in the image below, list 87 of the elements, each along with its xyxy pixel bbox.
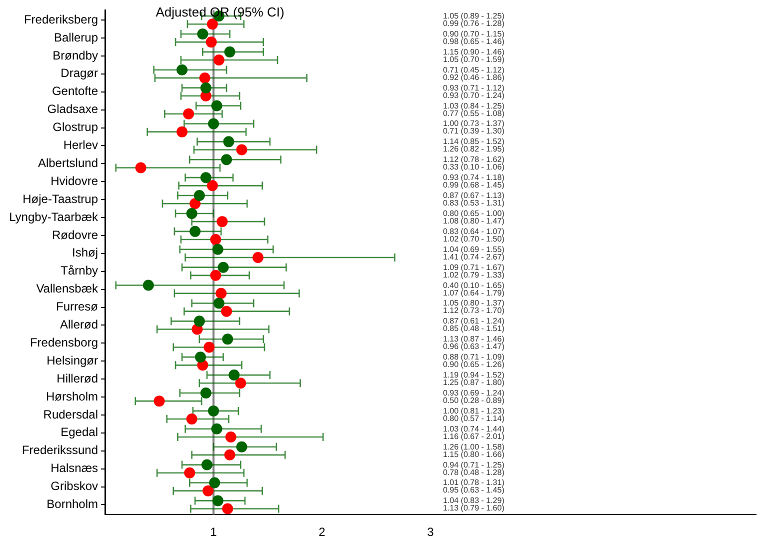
y-tick-label: Furresø (56, 300, 99, 314)
annotation: 1.14 (0.85 - 1.52) (443, 137, 505, 146)
annotation: 0.99 (0.76 - 1.28) (443, 19, 505, 28)
annotation: 0.96 (0.63 - 1.47) (443, 342, 505, 352)
annotation: 0.93 (0.71 - 1.12) (443, 83, 505, 92)
annotation: 0.93 (0.74 - 1.18) (443, 173, 505, 182)
y-tick-label: Høje-Taastrup (22, 192, 98, 206)
annotation: 1.25 (0.87 - 1.80) (443, 378, 505, 388)
y-tick-label: Hørsholm (46, 389, 98, 404)
annotation: 1.03 (0.84 - 1.25) (443, 101, 505, 110)
y-tick-label: Bornholm (46, 497, 98, 512)
y-tick-label: Glostrup (52, 120, 98, 134)
y-tick-label: Hillerød (56, 371, 98, 386)
y-tick-label: Gentofte (52, 84, 98, 98)
y-tick-label: Egedal (60, 425, 98, 440)
annotation: 0.80 (0.57 - 1.14) (443, 414, 505, 423)
annotation: 0.50 (0.28 - 0.89) (443, 396, 505, 405)
annotation: 0.77 (0.55 - 1.08) (443, 108, 505, 118)
annotation: 0.78 (0.48 - 1.28) (443, 468, 505, 477)
annotation: 1.41 (0.74 - 2.67) (443, 252, 505, 262)
y-tick-label: Hvidovre (50, 174, 98, 188)
annotation: 0.40 (0.10 - 1.65) (443, 280, 505, 290)
y-tick-label: Ballerup (54, 30, 98, 44)
annotation: 1.02 (0.79 - 1.33) (443, 270, 505, 280)
annotation: 1.16 (0.67 - 2.01) (443, 432, 505, 441)
annotation: 1.08 (0.80 - 1.47) (443, 216, 505, 226)
annotation: 1.05 (0.89 - 1.25) (443, 12, 505, 21)
annotation: 1.00 (0.73 - 1.37) (443, 119, 505, 128)
annotation: 1.15 (0.80 - 1.66) (443, 450, 505, 459)
annotation: 1.13 (0.79 - 1.60) (443, 504, 505, 513)
x-tick-label: 1 (210, 525, 218, 540)
annotation: 0.87 (0.67 - 1.13) (443, 191, 505, 200)
y-tick-label: Rødovre (52, 228, 98, 242)
annotation: 1.00 (0.81 - 1.23) (443, 406, 505, 416)
annotation: 1.04 (0.69 - 1.55) (443, 244, 505, 254)
annotation: 1.01 (0.78 - 1.31) (443, 478, 505, 488)
annotation: 0.92 (0.46 - 1.86) (443, 72, 505, 82)
annotation: 1.05 (0.80 - 1.37) (443, 298, 505, 308)
y-tick-label: Rudersdal (43, 407, 98, 422)
y-tick-label: Herlev (63, 138, 98, 152)
annotation: 1.12 (0.73 - 1.70) (443, 306, 505, 316)
y-tick-label: Helsingør (46, 353, 98, 368)
y-tick-label: Frederikssund (22, 443, 98, 458)
annotation: 0.93 (0.69 - 1.24) (443, 388, 505, 398)
annotation: 0.83 (0.53 - 1.31) (443, 198, 505, 208)
annotation: 1.26 (0.82 - 1.95) (443, 144, 505, 154)
y-tick-label: Gladsaxe (47, 102, 98, 116)
annotation: 1.26 (1.00 - 1.58) (443, 442, 505, 452)
y-tick-label: Tårnby (60, 264, 98, 278)
annotation: 0.88 (0.71 - 1.09) (443, 352, 505, 362)
y-tick-label: Albertslund (38, 156, 98, 170)
annotation: 0.83 (0.64 - 1.07) (443, 226, 505, 236)
annotation: 1.04 (0.83 - 1.29) (443, 496, 505, 506)
annotation: 0.95 (0.63 - 1.45) (443, 486, 505, 495)
annotation: 0.98 (0.65 - 1.46) (443, 36, 505, 46)
y-tick-label: Fredensborg (30, 335, 98, 350)
y-tick-label: Frederiksberg (24, 12, 98, 26)
annotation: 0.99 (0.68 - 1.45) (443, 180, 505, 190)
annotation: 1.09 (0.71 - 1.67) (443, 262, 505, 272)
x-tick-label: 3 (427, 525, 434, 540)
annotation: 1.15 (0.90 - 1.46) (443, 47, 505, 56)
y-tick-label: Lyngby-Taarbæk (9, 210, 99, 224)
annotation: 0.71 (0.39 - 1.30) (443, 126, 505, 136)
annotation: 1.03 (0.74 - 1.44) (443, 424, 505, 434)
annotation: 0.94 (0.71 - 1.25) (443, 460, 505, 470)
y-tick-label: Ishøj (72, 246, 98, 260)
y-tick-label: Dragør (60, 66, 98, 80)
annotation: 0.93 (0.70 - 1.24) (443, 90, 505, 100)
y-tick-label: Brøndby (52, 48, 98, 62)
y-tick-label: Halsnæs (50, 461, 98, 476)
annotation: 0.87 (0.61 - 1.24) (443, 316, 505, 326)
annotation: 0.33 (0.10 - 1.06) (443, 162, 505, 172)
y-tick-label: Allerød (60, 318, 98, 332)
annotation: 0.90 (0.70 - 1.15) (443, 29, 505, 38)
annotation: 0.90 (0.65 - 1.26) (443, 360, 505, 370)
annotation: 0.80 (0.65 - 1.00) (443, 208, 505, 218)
x-tick-label: 2 (318, 525, 326, 540)
annotation: 1.05 (0.70 - 1.59) (443, 54, 505, 64)
annotation: 1.19 (0.94 - 1.52) (443, 370, 505, 380)
annotation: 0.71 (0.45 - 1.12) (443, 65, 505, 74)
y-tick-label: Gribskov (50, 479, 98, 494)
annotation: 0.85 (0.48 - 1.51) (443, 324, 505, 334)
annotation: 1.07 (0.64 - 1.79) (443, 288, 505, 298)
annotation: 1.12 (0.78 - 1.62) (443, 155, 505, 164)
annotation: 1.02 (0.70 - 1.50) (443, 234, 505, 244)
annotation: 1.13 (0.87 - 1.46) (443, 334, 505, 344)
y-tick-label: Vallensbæk (36, 282, 99, 296)
